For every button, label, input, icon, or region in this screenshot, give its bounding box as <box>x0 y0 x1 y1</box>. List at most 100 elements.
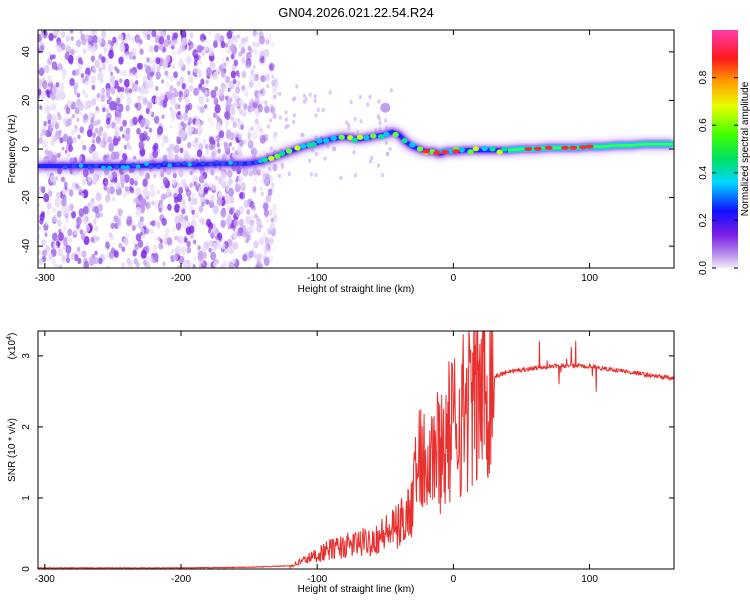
noise-speckle <box>139 132 146 142</box>
noise-speckle <box>149 228 154 235</box>
noise-speckle <box>178 186 184 195</box>
noise-speckle <box>380 172 384 178</box>
noise-speckle <box>102 107 106 113</box>
noise-speckle <box>42 80 48 90</box>
noise-speckle <box>246 64 251 70</box>
noise-speckle <box>225 60 229 65</box>
ridge-blob <box>316 138 323 144</box>
noise-speckle <box>254 118 259 125</box>
noise-speckle <box>220 71 225 78</box>
noise-speckle <box>116 105 120 110</box>
noise-speckle <box>313 94 317 99</box>
noise-speckle <box>264 252 268 257</box>
noise-speckle <box>115 182 120 190</box>
noise-speckle <box>160 142 165 148</box>
noise-speckle <box>134 72 139 79</box>
noise-speckle <box>153 173 157 179</box>
noise-speckle <box>186 240 191 248</box>
ridge-blob <box>208 162 214 167</box>
noise-speckle <box>149 221 153 226</box>
snr-y-axis: 0 1 2 3 <box>21 353 674 572</box>
y-tick-label: 0 <box>21 566 32 572</box>
noise-speckle <box>233 219 239 227</box>
noise-speckle <box>56 210 62 218</box>
noise-speckle <box>60 92 65 99</box>
noise-speckle <box>226 30 233 40</box>
noise-speckle <box>267 188 273 196</box>
snr-line <box>38 331 674 569</box>
noise-speckle <box>212 205 219 215</box>
ridge-blob <box>253 159 259 164</box>
noise-speckle <box>117 208 123 217</box>
noise-speckle <box>145 172 150 180</box>
snr-x-axis: -300 -200 -100 0 100 <box>35 331 598 585</box>
noise-speckle <box>54 176 59 181</box>
noise-speckle <box>64 52 70 61</box>
noise-speckle <box>104 194 111 203</box>
noise-speckle <box>155 86 159 91</box>
noise-speckle <box>132 116 138 126</box>
noise-speckle <box>240 37 246 44</box>
noise-speckle <box>177 48 182 55</box>
noise-speckle <box>110 71 114 76</box>
noise-speckle <box>54 122 60 130</box>
noise-speckle <box>230 107 236 116</box>
noise-speckle <box>99 140 105 148</box>
noise-speckle <box>125 127 131 135</box>
noise-speckle <box>278 115 282 120</box>
noise-speckle <box>145 227 150 235</box>
noise-speckle <box>63 224 67 230</box>
noise-speckle <box>226 204 231 211</box>
noise-speckle <box>38 258 44 266</box>
noise-speckle <box>55 82 60 88</box>
ridge-blob <box>299 143 307 149</box>
noise-speckle <box>240 124 245 130</box>
x-tick-label: 100 <box>581 273 598 284</box>
noise-speckle <box>252 41 257 47</box>
noise-speckle <box>211 51 215 57</box>
noise-speckle <box>248 81 254 88</box>
noise-speckle <box>268 118 273 123</box>
noise-speckle <box>78 208 85 217</box>
noise-speckle <box>62 245 66 251</box>
noise-speckle <box>154 236 158 242</box>
noise-speckle <box>188 196 192 202</box>
noise-speckle <box>256 123 262 133</box>
noise-speckle <box>253 105 258 113</box>
noise-speckle <box>50 122 55 129</box>
noise-speckle <box>227 213 232 219</box>
noise-speckle <box>197 44 203 53</box>
noise-speckle <box>47 150 53 160</box>
noise-speckle <box>173 144 180 154</box>
noise-speckle <box>117 35 121 40</box>
colorbar-label: Normalized spectral amplitude <box>740 81 750 216</box>
noise-speckle <box>97 108 101 113</box>
noise-speckle <box>262 173 269 183</box>
noise-speckle <box>203 139 208 147</box>
noise-speckle <box>201 50 206 56</box>
noise-speckle <box>87 34 93 43</box>
noise-speckle <box>369 159 373 164</box>
noise-speckle <box>198 83 202 88</box>
noise-speckle <box>62 255 66 261</box>
noise-speckle <box>71 211 76 219</box>
ridge-blob <box>261 157 268 163</box>
noise-speckle <box>204 45 209 51</box>
ridge-blob <box>148 165 154 170</box>
noise-speckle <box>248 250 254 259</box>
noise-speckle <box>65 244 72 254</box>
noise-speckle <box>153 200 158 207</box>
noise-speckle <box>247 112 251 117</box>
noise-speckle <box>178 213 182 218</box>
noise-speckle <box>68 144 73 153</box>
noise-speckle <box>158 36 165 45</box>
noise-speckle <box>191 192 196 198</box>
noise-speckle <box>237 147 242 154</box>
noise-speckle <box>177 237 181 243</box>
noise-speckle <box>220 41 226 49</box>
noise-speckle <box>234 116 238 122</box>
ridge-blob <box>363 135 370 141</box>
noise-speckle <box>59 137 64 144</box>
noise-speckle <box>122 69 127 77</box>
noise-speckle <box>57 111 60 116</box>
